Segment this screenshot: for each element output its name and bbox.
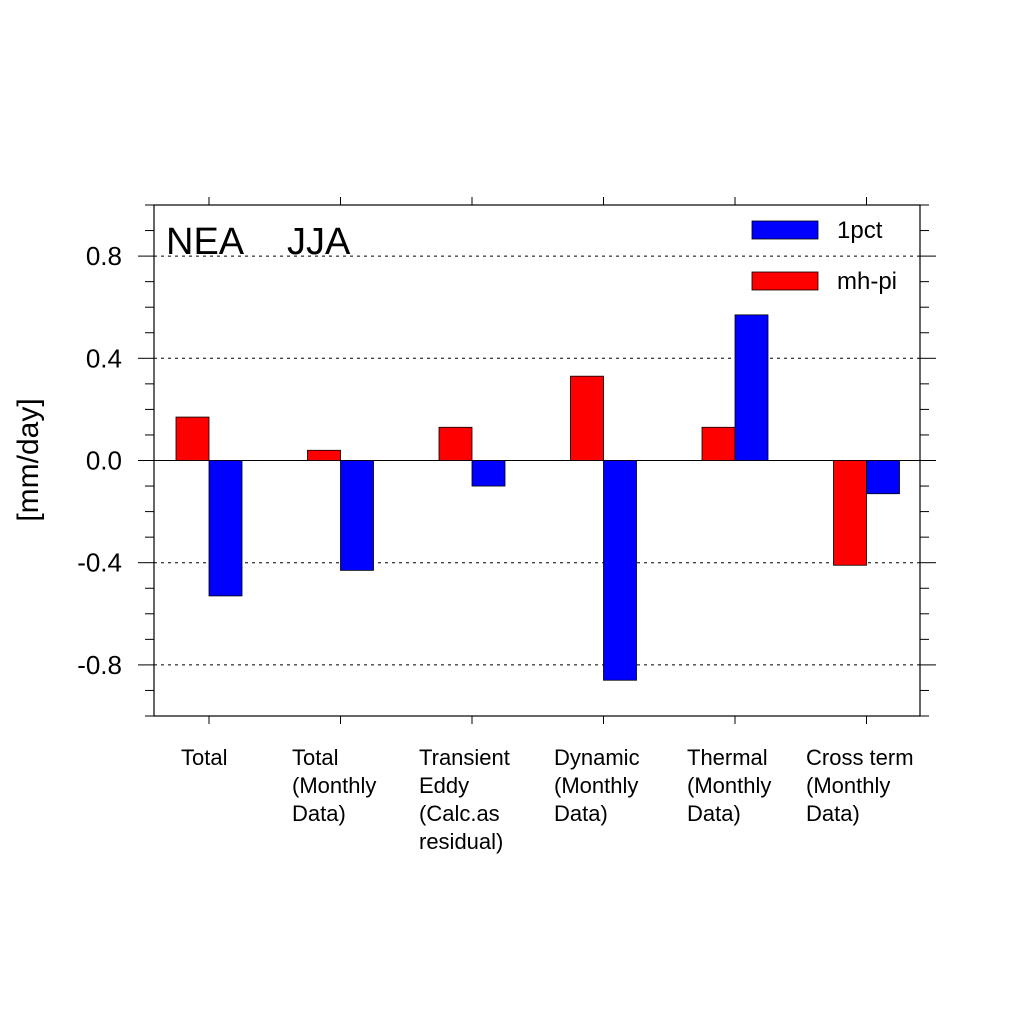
x-category-label-line: Data) bbox=[292, 801, 346, 826]
legend-swatch-1pct bbox=[751, 220, 819, 240]
x-category-label: Total (Monthly Data) bbox=[292, 745, 376, 826]
x-category-label-line: Data) bbox=[687, 801, 741, 826]
gridlines bbox=[154, 255, 920, 666]
bars bbox=[175, 314, 900, 681]
legend-label-1pct: 1pct bbox=[837, 217, 883, 244]
bar-1pct bbox=[603, 460, 637, 681]
panel-title-region: NEA bbox=[166, 221, 245, 263]
bar-mh-pi bbox=[175, 416, 210, 461]
x-category-label-line: residual) bbox=[419, 829, 503, 854]
legend-swatch-mh-pi bbox=[751, 271, 819, 291]
bar-mh-pi bbox=[307, 449, 341, 461]
x-category-label-line: Data) bbox=[554, 801, 608, 826]
x-category-label-line: (Calc.as bbox=[419, 801, 500, 826]
x-category-label-line: Thermal bbox=[687, 745, 768, 770]
x-category-label-line: Cross term bbox=[806, 745, 914, 770]
x-category-label-line: Total bbox=[181, 745, 227, 770]
x-category-label: Thermal (Monthly Data) bbox=[687, 745, 771, 826]
legend-label-mh-pi: mh-pi bbox=[837, 268, 897, 295]
bar-1pct bbox=[734, 314, 769, 461]
y-axis-label: [mm/day] bbox=[12, 398, 45, 521]
x-category-label-line: (Monthly bbox=[806, 773, 890, 798]
bar-mh-pi bbox=[438, 426, 473, 461]
bar-1pct bbox=[208, 460, 243, 597]
y-tick-label: 0.0 bbox=[86, 446, 122, 476]
bar-mh-pi bbox=[833, 460, 867, 566]
x-category-label-line: (Monthly bbox=[554, 773, 638, 798]
x-category-label-line: Eddy bbox=[419, 773, 469, 798]
x-category-label-line: Dynamic bbox=[554, 745, 640, 770]
x-category-label-line: Data) bbox=[806, 801, 860, 826]
x-category-label-line: Total bbox=[292, 745, 338, 770]
y-tick-label: -0.4 bbox=[77, 548, 122, 578]
bar-1pct bbox=[340, 460, 374, 571]
bar-mh-pi bbox=[701, 426, 736, 461]
bar-mh-pi bbox=[570, 375, 604, 461]
y-tick-labels: -0.8 -0.4 0.0 0.4 0.8 bbox=[77, 241, 122, 680]
x-category-label: Cross term (Monthly Data) bbox=[806, 745, 914, 826]
y-tick-label: 0.4 bbox=[86, 343, 122, 373]
bar-1pct bbox=[471, 460, 506, 487]
x-category-label: Total bbox=[181, 745, 227, 770]
y-tick-label: 0.8 bbox=[86, 241, 122, 271]
axis-ticks bbox=[138, 197, 936, 724]
x-category-label: Transient Eddy (Calc.as residual) bbox=[419, 745, 510, 854]
legend: 1pct mh-pi bbox=[751, 217, 897, 295]
x-category-label-line: Transient bbox=[419, 745, 510, 770]
x-category-labels: Total Total (Monthly Data) Transient Eddy (Cal… bbox=[181, 745, 914, 854]
x-category-label-line: (Monthly bbox=[292, 773, 376, 798]
y-tick-label: -0.8 bbox=[77, 650, 122, 680]
x-category-label-line: (Monthly bbox=[687, 773, 771, 798]
x-category-label: Dynamic (Monthly Data) bbox=[554, 745, 640, 826]
panel-title-season: JJA bbox=[287, 221, 351, 263]
bar-1pct bbox=[866, 460, 900, 495]
